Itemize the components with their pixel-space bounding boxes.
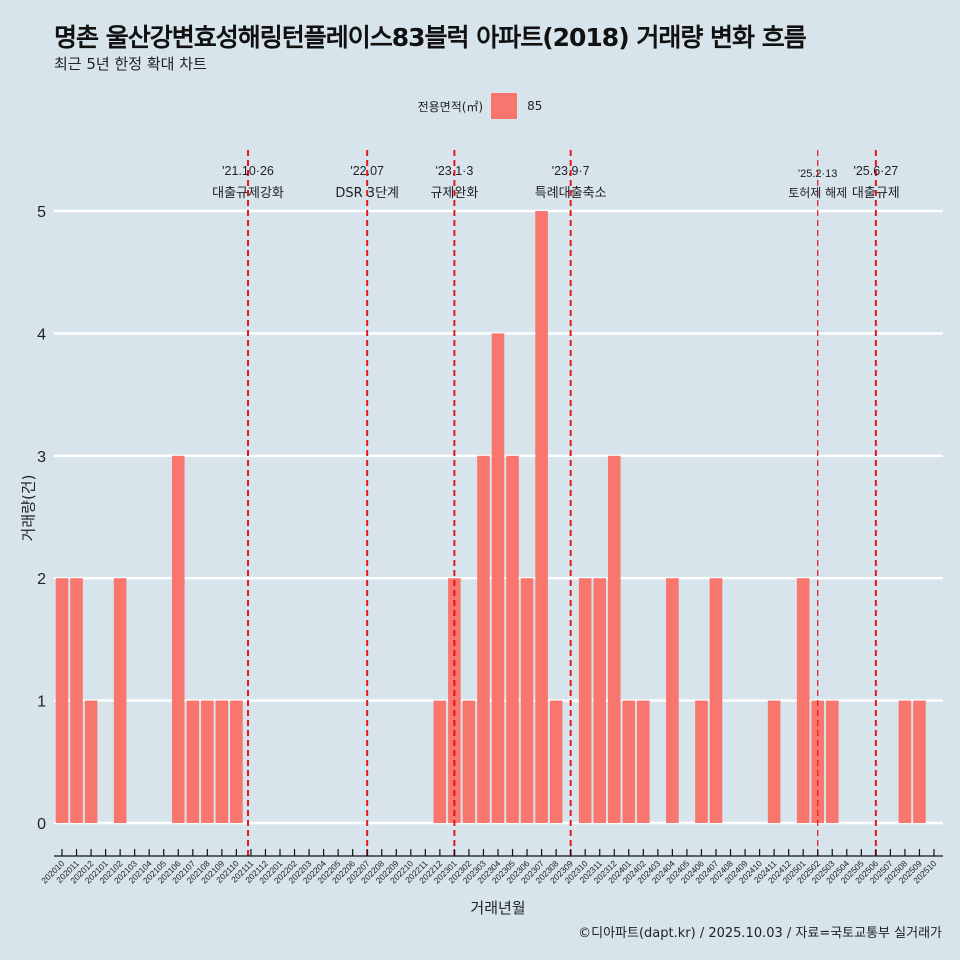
legend-swatch xyxy=(491,93,518,119)
bar-202107 xyxy=(186,700,200,823)
y-tick-label: 0 xyxy=(37,816,46,833)
event-label: 토허제 해제 xyxy=(788,186,847,200)
bar-202306 xyxy=(520,578,534,823)
bar-202402 xyxy=(637,700,650,823)
bar-202212 xyxy=(433,700,447,823)
event-date: '23.1·3 xyxy=(435,164,473,178)
event-lines: '21.10·26 대출규제강화 '22.07 DSR 3단계 '23.1·3 규제완화 '… xyxy=(212,150,900,856)
y-tick-label: 1 xyxy=(37,694,46,711)
bar-202010 xyxy=(55,578,69,823)
bar-202102 xyxy=(113,578,127,823)
bar-202109 xyxy=(215,700,229,823)
bar-202501 xyxy=(796,578,810,823)
event-date: '25.6·27 xyxy=(853,164,898,178)
bar-202503 xyxy=(825,700,839,823)
bar-202012 xyxy=(84,700,98,823)
bar-202304 xyxy=(491,333,505,823)
bar-202407 xyxy=(709,578,723,823)
source-caption: ©디아파트(dapt.kr) / 2025.10.03 / 자료=국토교통부 실… xyxy=(578,926,942,941)
chart-subtitle: 최근 5년 한정 확대 차트 xyxy=(54,55,207,73)
event-date: '21.10·26 xyxy=(222,164,274,178)
legend: 전용면적(㎡) 85 xyxy=(0,93,960,119)
legend-title: 전용면적(㎡) xyxy=(417,99,484,114)
bar-202404 xyxy=(666,578,679,823)
y-axis-label: 거래량(건) xyxy=(19,474,38,542)
event-date: '25.2·13 xyxy=(798,168,837,180)
bar-202308 xyxy=(549,700,563,823)
bar-202307 xyxy=(535,211,548,823)
legend-entry-85: 85 xyxy=(527,99,543,113)
bars xyxy=(55,211,926,823)
event-label: 특례대출축소 xyxy=(535,186,607,201)
bar-202509 xyxy=(913,700,926,823)
bar-202108 xyxy=(201,700,214,823)
y-tick-label: 3 xyxy=(37,449,46,466)
y-tick-label: 4 xyxy=(37,326,46,343)
chart-title: 명촌 울산강변효성해링턴플레이스83블럭 아파트(2018) 거래량 변화 흐름 xyxy=(54,23,807,52)
bar-202303 xyxy=(477,455,490,823)
bar-202302 xyxy=(462,700,476,823)
event-date: '23.9·7 xyxy=(552,164,590,178)
event-label: DSR 3단계 xyxy=(335,186,399,201)
bar-202401 xyxy=(622,700,636,823)
x-axis: 2020102020112020122021012021022021032021… xyxy=(39,849,943,885)
y-tick-label: 5 xyxy=(37,204,46,221)
y-tick-label: 2 xyxy=(37,571,46,588)
bar-202312 xyxy=(607,455,621,823)
event-label: 대출규제 xyxy=(852,186,900,201)
bar-202011 xyxy=(70,578,83,823)
bar-202311 xyxy=(593,578,607,823)
bar-202310 xyxy=(578,578,592,823)
event-label: 대출규제강화 xyxy=(212,186,284,201)
event-label: 규제완화 xyxy=(430,186,478,201)
y-axis-ticks: 0 1 2 3 4 5 xyxy=(37,204,46,833)
bar-202110 xyxy=(230,700,243,823)
bar-202305 xyxy=(506,455,519,823)
x-axis-label: 거래년월 xyxy=(470,899,526,917)
bar-202406 xyxy=(695,700,708,823)
bar-202106 xyxy=(171,455,185,823)
bar-202508 xyxy=(898,700,912,823)
event-date: '22.07 xyxy=(350,164,384,178)
bar-202411 xyxy=(767,700,781,823)
